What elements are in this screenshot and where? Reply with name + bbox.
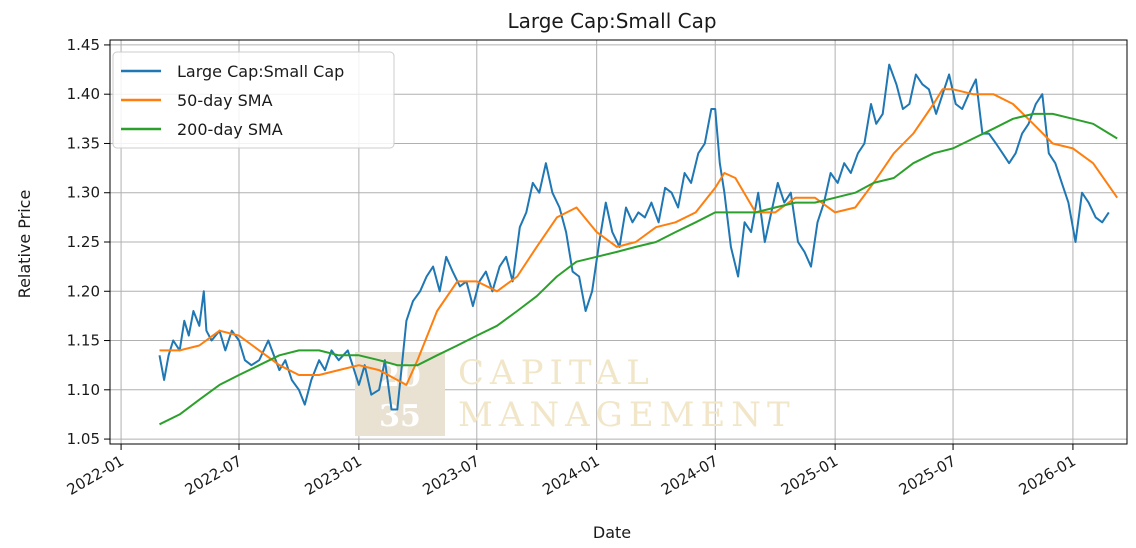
series-group (158, 63, 1119, 426)
y-tick-label: 1.10 (67, 381, 100, 399)
x-tick-label: 2024-01 (539, 452, 602, 499)
y-tick-label: 1.30 (67, 184, 100, 202)
watermark-logo: 20 35 CAPITAL MANAGEMENT (355, 352, 796, 436)
y-axis-title: Relative Price (15, 190, 34, 299)
y-tick-label: 1.20 (67, 282, 100, 300)
x-tick-label: 2022-07 (182, 452, 245, 499)
y-tick-label: 1.05 (67, 430, 100, 448)
x-tick-label: 2023-01 (302, 452, 365, 499)
x-axis-title: Date (593, 523, 631, 542)
plot-frame (109, 39, 1128, 445)
series-line-sma-50 (159, 88, 1119, 386)
y-tick-label: 1.35 (67, 134, 100, 152)
y-tick-label: 1.25 (67, 233, 100, 251)
series-line-ratio (158, 63, 1110, 411)
x-tick-label: 2025-01 (778, 452, 841, 499)
x-tick-label: 2022-01 (64, 452, 127, 499)
y-tick-label: 1.15 (67, 332, 100, 350)
watermark-line1: CAPITAL (458, 353, 655, 393)
watermark-line2: MANAGEMENT (458, 395, 796, 435)
legend-box (112, 51, 395, 149)
watermark-number-bottom: 35 (379, 399, 421, 434)
chart-title: Large Cap:Small Cap (507, 9, 716, 33)
y-tick-label: 1.40 (67, 85, 100, 103)
series-line-sma-200 (159, 112, 1118, 426)
x-tick-label: 2024-07 (658, 452, 721, 499)
x-tick-label: 2025-07 (896, 452, 959, 499)
legend: Large Cap:Small Cap 50-day SMA 200-day SMA (112, 51, 395, 149)
legend-label: 200-day SMA (177, 120, 283, 139)
legend-label: Large Cap:Small Cap (177, 62, 344, 81)
y-tick-label: 1.45 (67, 36, 100, 54)
x-tick-label: 2023-07 (420, 452, 483, 499)
legend-label: 50-day SMA (177, 91, 273, 110)
x-tick-label: 2026-01 (1016, 452, 1079, 499)
